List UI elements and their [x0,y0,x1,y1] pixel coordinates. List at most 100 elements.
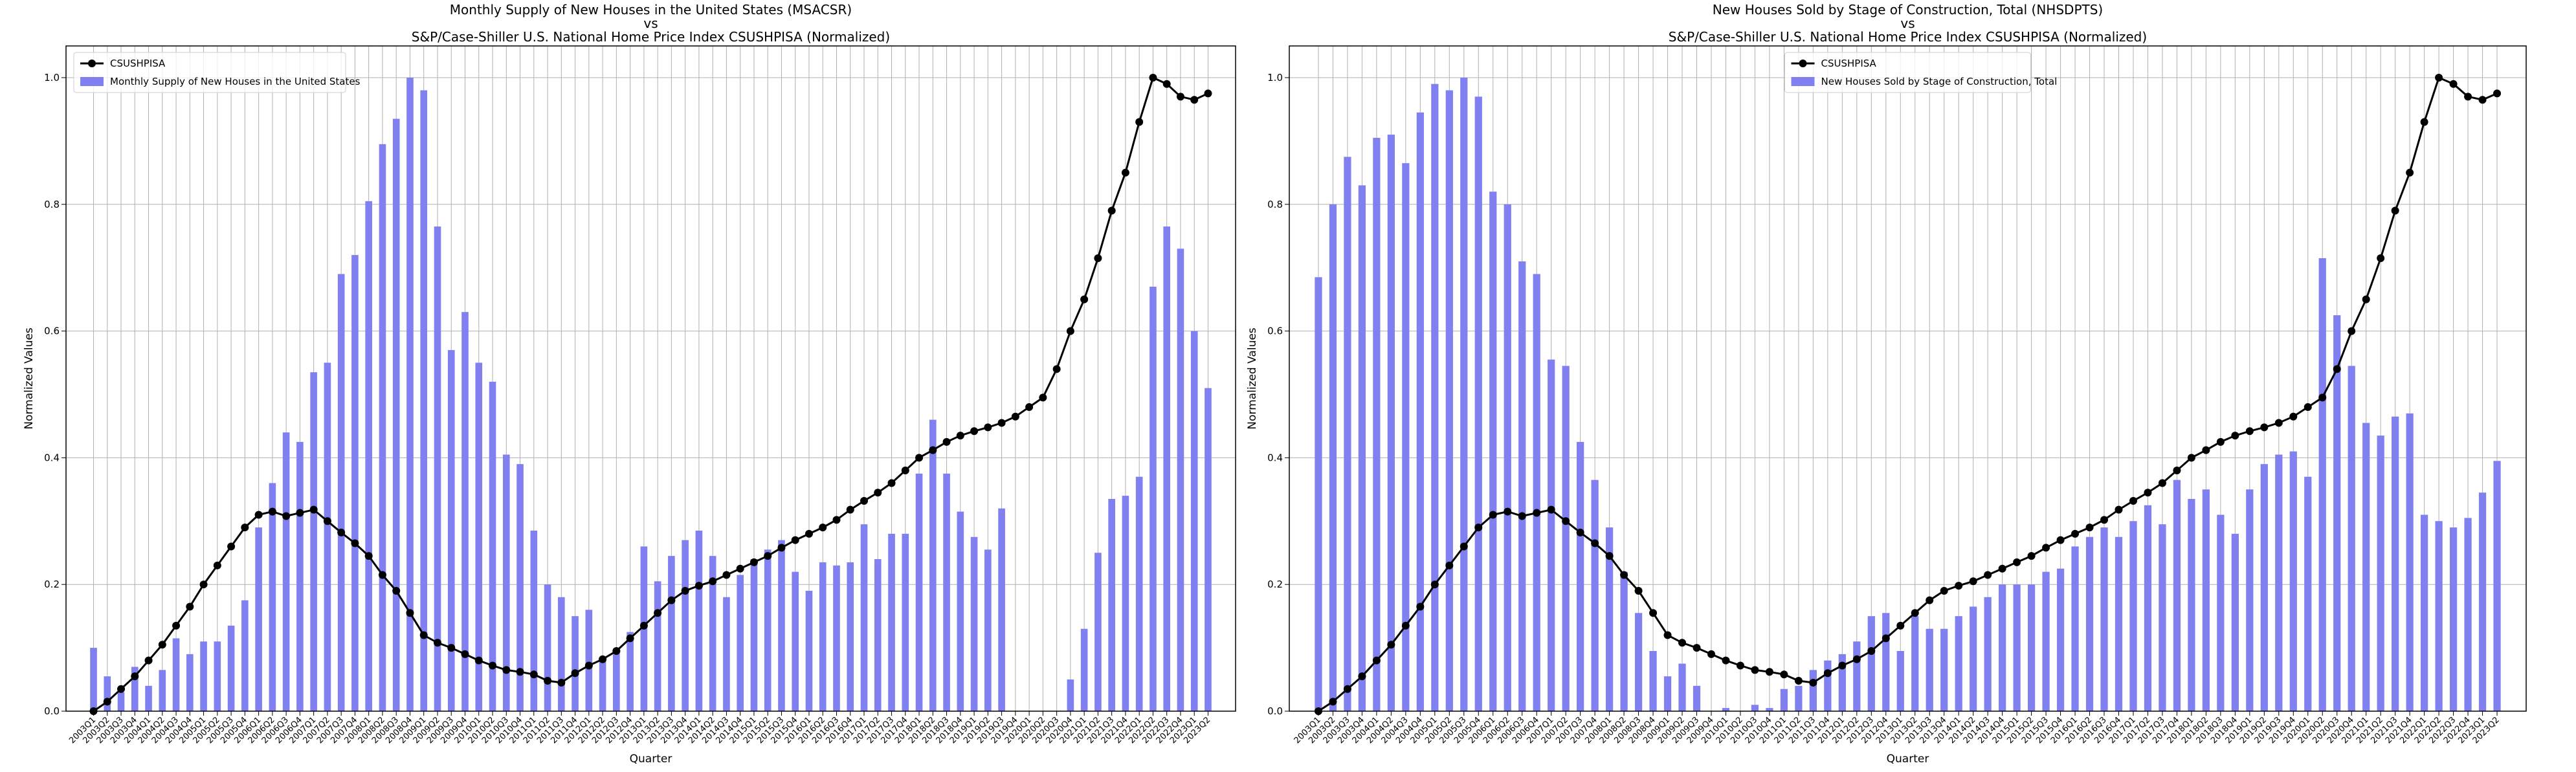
bar [819,562,827,711]
bar [1722,708,1730,711]
line-marker [2391,206,2399,215]
line-marker [2449,80,2458,88]
line-marker [805,529,813,538]
line-marker [2013,558,2021,566]
plot-frame [1289,45,2527,712]
line-marker [970,427,979,436]
bar [984,549,992,711]
bar [1940,628,1948,711]
bar [1445,90,1453,712]
bar [1824,660,1832,711]
bar [2071,546,2079,711]
bar [1663,676,1672,711]
legend-label: CSUSHPISA [110,58,166,69]
y-tick-label: 0.8 [1267,199,1283,210]
chart: New Houses Sold by Stage of Construction… [1246,2,2527,766]
line-marker [1998,564,2006,573]
bar [2013,584,2021,711]
bar [1329,204,1337,711]
bar [585,610,593,711]
bar [241,600,249,711]
bar [296,441,304,711]
line-marker [1533,509,1541,517]
bar [627,632,634,711]
bar [420,90,428,712]
line-marker [406,609,414,617]
line-marker [1678,639,1687,647]
bar [2289,451,2297,711]
line-marker [1576,528,1584,536]
bar [1999,584,2006,711]
y-tick-label: 0.8 [44,199,60,210]
line-marker [654,609,662,617]
bar [1387,135,1395,712]
bar [970,536,978,711]
line-marker [2260,423,2269,432]
bar [1751,705,1759,711]
bar [172,638,180,711]
line-marker [584,661,593,670]
bar [2085,536,2094,711]
line-marker [1707,650,1715,658]
bar [255,527,262,711]
line-marker [447,644,456,652]
line-marker [296,509,304,517]
bar [599,657,606,711]
legend-marker [88,60,96,67]
bar [1562,366,1570,711]
line-marker [571,669,579,678]
line-marker [1852,655,1861,663]
x-axis-label: Quarter [1887,753,1929,766]
bar [90,648,97,711]
bar [447,349,455,711]
line-marker [2085,524,2094,532]
bar [2377,436,2384,711]
bar [544,584,551,711]
line-marker [1722,656,1730,665]
bar [2435,521,2443,711]
line-marker [1329,698,1337,706]
line-marker [1649,609,1658,617]
x-axis-label: Quarter [630,753,672,766]
line-marker [749,558,758,566]
line-marker [282,512,291,520]
line-marker [2435,73,2443,82]
bar [2333,315,2341,712]
line-marker [1121,168,1129,177]
line-marker [474,656,483,665]
line-marker [131,672,139,681]
line-marker [1867,646,1876,655]
bar [1122,496,1129,711]
bar [159,670,166,711]
bar [1605,527,1614,711]
bar [1190,331,1198,712]
bar [1358,185,1366,711]
line-marker [1052,365,1061,373]
line-marker [2245,427,2254,436]
line-marker [612,646,621,655]
line-marker [1460,542,1468,551]
line-marker [2231,432,2239,440]
bar [2100,527,2108,711]
line-marker [709,577,717,586]
line-marker [819,524,827,532]
bar [902,533,909,711]
chart: Monthly Supply of New Houses in the Unit… [23,2,1236,766]
line-marker [984,423,992,432]
bar [1634,613,1643,711]
bar [2027,584,2036,711]
bar [1649,650,1657,711]
line-marker [544,677,552,685]
bar [2042,571,2050,711]
line-marker [1474,524,1483,532]
line-marker [117,685,126,693]
bar [2202,489,2210,711]
bar [434,226,441,711]
line-marker [2071,529,2080,538]
bar [1489,192,1497,712]
line-marker [1765,668,1773,676]
bar [723,597,730,711]
bar [1177,248,1184,711]
line-marker [241,524,249,532]
